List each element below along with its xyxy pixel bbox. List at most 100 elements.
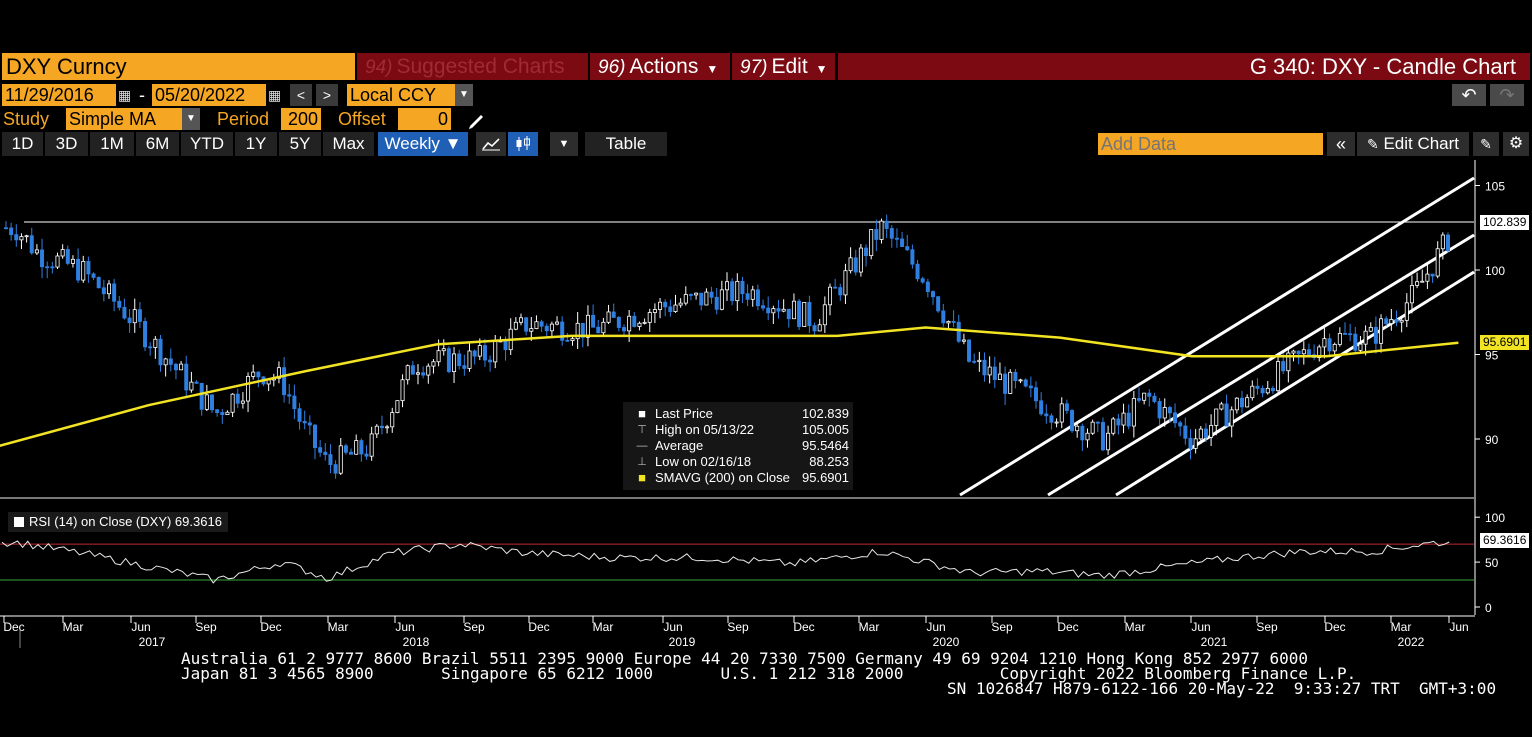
candle-body <box>1028 385 1033 389</box>
month-tick-label: Mar <box>859 620 880 634</box>
candle-body <box>941 310 946 324</box>
candle-body <box>1446 234 1451 252</box>
candle-body <box>1276 361 1281 392</box>
line-chart-icon[interactable] <box>476 132 506 156</box>
start-date-field[interactable]: 11/29/2016 <box>2 84 116 106</box>
rsi-tick-label: 0 <box>1485 601 1492 615</box>
period-6m-button[interactable]: 6M <box>136 132 179 156</box>
candle-body <box>1214 408 1219 426</box>
candle-body <box>997 373 1002 380</box>
month-tick-label: Mar <box>1391 620 1412 634</box>
candle-body <box>591 314 596 328</box>
legend-low: ⊥ Low on 02/16/18 88.253 <box>629 454 849 470</box>
edit-chart-button[interactable]: ✎ Edit Chart <box>1357 132 1469 156</box>
frequency-select[interactable]: Weekly ▼ <box>378 132 468 156</box>
period-ytd-button[interactable]: YTD <box>181 132 233 156</box>
month-tick-label: Dec <box>260 620 281 634</box>
ticker-field[interactable]: DXY Curncy <box>2 53 355 80</box>
candle-body <box>1131 398 1136 427</box>
study-dropdown-icon[interactable]: ▼ <box>182 108 200 130</box>
candle-body <box>812 325 817 332</box>
chart-type-dropdown-icon[interactable]: ▼ <box>550 132 578 156</box>
candle-body <box>112 283 117 302</box>
period-3d-button[interactable]: 3D <box>45 132 88 156</box>
collapse-panel-icon[interactable]: « <box>1327 132 1355 156</box>
candle-body <box>905 246 910 251</box>
actions-menu[interactable]: 96) Actions ▼ <box>590 53 730 80</box>
table-button[interactable]: Table <box>585 132 667 156</box>
study-select[interactable]: Simple MA <box>66 108 182 130</box>
end-date-field[interactable]: 05/20/2022 <box>152 84 266 106</box>
edit-menu[interactable]: 97) Edit ▼ <box>732 53 835 80</box>
candle-body <box>1240 397 1245 408</box>
annotate-icon[interactable]: ✎ <box>1473 132 1499 156</box>
candle-body <box>894 237 899 240</box>
next-period-button[interactable]: > <box>316 84 338 106</box>
month-tick-label: Mar <box>1125 620 1146 634</box>
period-1y-button[interactable]: 1Y <box>235 132 277 156</box>
currency-dropdown-icon[interactable]: ▼ <box>455 84 473 106</box>
period-1m-button[interactable]: 1M <box>90 132 134 156</box>
candle-body <box>637 322 642 327</box>
candle-body <box>539 321 544 327</box>
candle-body <box>1142 392 1147 401</box>
end-calendar-icon[interactable]: ▦ <box>268 87 282 103</box>
start-calendar-icon[interactable]: ▦ <box>118 87 132 103</box>
candle-body <box>843 270 848 296</box>
price-chart[interactable]: 105 100 95 90 100 50 0 Dec Mar Jun Sep Dec Mar Jun Sep… <box>0 160 1532 660</box>
candle-body <box>1157 401 1162 419</box>
redo-button[interactable]: ↷ <box>1490 84 1524 106</box>
candle-body <box>122 306 127 319</box>
candle-body <box>797 300 802 327</box>
month-tick-label: Mar <box>63 620 84 634</box>
candle-body <box>1224 403 1229 427</box>
month-tick-label: Jun <box>395 620 414 634</box>
candle-body <box>1183 425 1188 439</box>
period-max-button[interactable]: Max <box>323 132 374 156</box>
candle-body <box>900 238 905 247</box>
study-label: Study <box>3 109 50 129</box>
actions-number: 96) <box>598 57 626 78</box>
period-1d-button[interactable]: 1D <box>2 132 43 156</box>
candle-body <box>426 365 431 376</box>
candle-body <box>874 229 879 240</box>
candle-body <box>869 229 874 257</box>
suggested-charts-menu[interactable]: 94) Suggested Charts <box>357 53 588 80</box>
legend-value: 95.5464 <box>802 438 849 453</box>
period-5y-button[interactable]: 5Y <box>279 132 321 156</box>
candle-body <box>96 277 101 289</box>
year-tick-label: 2022 <box>1398 635 1425 649</box>
period-input[interactable]: 200 <box>281 108 321 130</box>
previous-period-button[interactable]: < <box>290 84 312 106</box>
currency-select[interactable]: Local CCY <box>347 84 455 106</box>
add-data-input[interactable] <box>1098 133 1323 155</box>
legend-average: — Average 95.5464 <box>629 438 850 454</box>
candle-body <box>910 249 915 265</box>
candle-body <box>606 311 611 323</box>
candle-body <box>1203 428 1208 438</box>
undo-button[interactable]: ↶ <box>1452 84 1486 106</box>
candle-body <box>287 394 292 397</box>
candle-body <box>688 294 693 296</box>
candle-body <box>410 365 415 375</box>
candle-body <box>1430 273 1435 277</box>
candle-body <box>1152 395 1157 402</box>
candle-body <box>65 249 70 264</box>
candle-body <box>961 339 966 342</box>
candle-body <box>1219 403 1224 410</box>
settings-gear-icon[interactable]: ⚙ <box>1503 132 1529 156</box>
offset-input[interactable]: 0 <box>398 108 451 130</box>
candle-body <box>1384 318 1389 324</box>
rsi-label-text: RSI (14) on Close (DXY) 69.3616 <box>29 514 222 529</box>
candle-body <box>1353 333 1358 351</box>
month-tick-label: Jun <box>1191 620 1210 634</box>
candle-chart-icon[interactable] <box>508 132 538 156</box>
candle-body <box>209 394 214 411</box>
legend-value: 88.253 <box>809 454 849 469</box>
pencil-icon[interactable] <box>466 108 486 130</box>
candle-body <box>1003 373 1008 394</box>
candle-body <box>148 346 153 349</box>
candle-body <box>992 366 997 380</box>
candle-body <box>925 281 930 293</box>
candle-body <box>647 312 652 323</box>
